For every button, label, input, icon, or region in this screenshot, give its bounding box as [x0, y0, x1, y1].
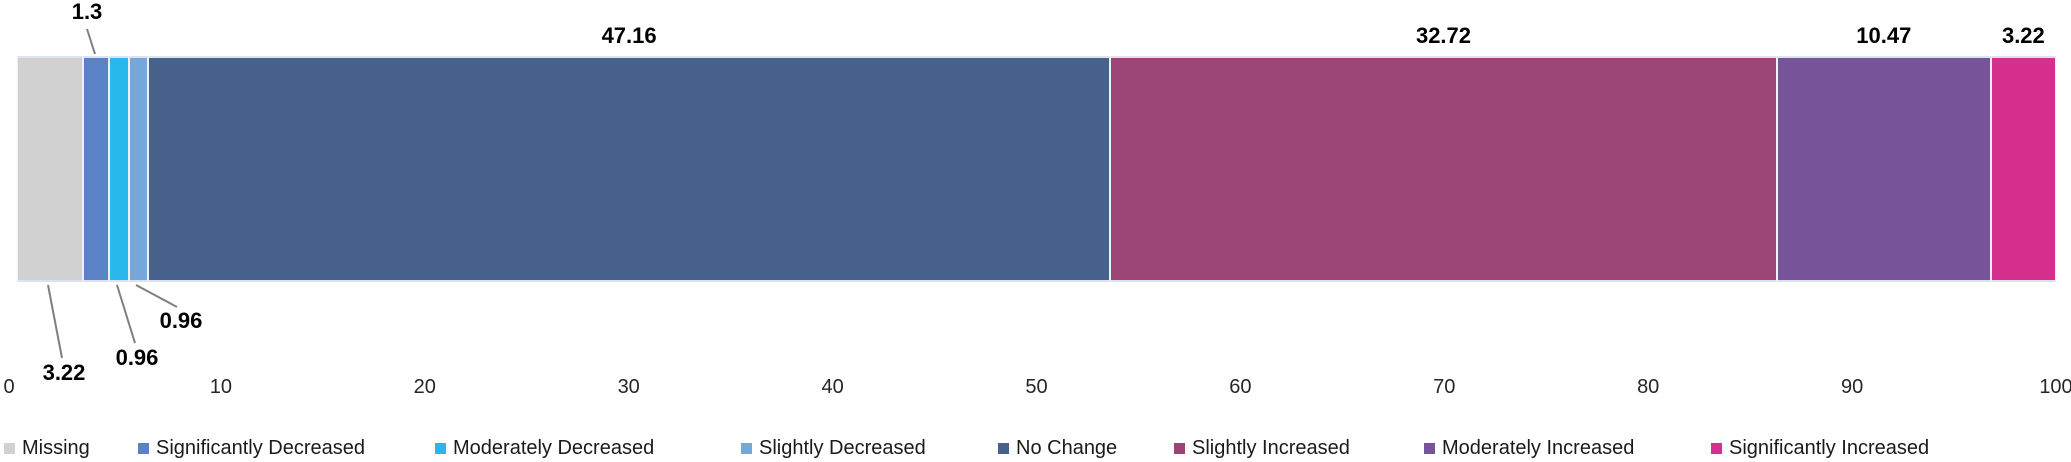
axis-tick-30: 30: [617, 376, 640, 398]
data-label-missing: 3.22: [42, 360, 86, 385]
legend-label: Significantly Increased: [1729, 437, 1930, 459]
legend-swatch-icon: [1424, 442, 1435, 454]
data-label-significantly-increased: 3.22: [2001, 23, 2045, 48]
legend-item-significantly-decreased: Significantly Decreased: [138, 437, 365, 459]
leader-line-slightly-decreased: [135, 284, 178, 308]
data-label-slightly-increased: 32.72: [1415, 23, 1472, 48]
legend-swatch-icon: [998, 442, 1009, 454]
legend-label: Moderately Increased: [1442, 437, 1635, 459]
axis-tick-20: 20: [413, 376, 436, 398]
axis-tick-80: 80: [1637, 376, 1660, 398]
axis-tick-0: 0: [3, 376, 15, 398]
data-label-no-change: 47.16: [601, 23, 657, 48]
axis-tick-60: 60: [1229, 376, 1252, 398]
bar-segment-missing: [17, 56, 83, 282]
bar-segment-moderately-increased: [1777, 56, 1991, 282]
legend-item-significantly-increased: Significantly Increased: [1711, 437, 1929, 459]
legend-item-moderately-increased: Moderately Increased: [1424, 437, 1634, 459]
legend-swatch-icon: [741, 442, 752, 454]
axis-tick-100: 100: [2039, 376, 2071, 398]
bar-segment-significantly-increased: [1990, 56, 2057, 282]
leader-line-missing: [47, 284, 63, 359]
legend-item-no-change: No Change: [998, 437, 1117, 459]
legend-label: No Change: [1016, 437, 1118, 459]
data-label-moderately-increased: 10.47: [1856, 23, 1912, 48]
bar-segment-slightly-decreased: [128, 56, 149, 282]
legend-item-slightly-decreased: Slightly Decreased: [741, 437, 926, 459]
data-label-slightly-decreased: 0.96: [159, 308, 203, 333]
axis-tick-50: 50: [1025, 376, 1048, 398]
legend-item-slightly-increased: Slightly Increased: [1174, 437, 1350, 459]
axis-tick-10: 10: [209, 376, 233, 398]
leader-line-significantly-decreased: [86, 28, 96, 55]
legend-label: Moderately Decreased: [453, 437, 655, 459]
legend-swatch-icon: [435, 442, 446, 454]
bar-segment-moderately-decreased: [109, 56, 129, 282]
legend-swatch-icon: [138, 442, 149, 454]
legend-label: Missing: [22, 437, 90, 459]
legend-label: Significantly Decreased: [156, 437, 365, 459]
legend-item-moderately-decreased: Moderately Decreased: [435, 437, 654, 459]
data-label-significantly-decreased: 1.3: [71, 0, 103, 24]
legend-label: Slightly Increased: [1192, 437, 1350, 459]
legend-swatch-icon: [4, 442, 15, 454]
legend-item-missing: Missing: [4, 437, 90, 459]
legend-swatch-icon: [1174, 442, 1185, 454]
bar-segment-significantly-decreased: [82, 56, 110, 282]
legend-swatch-icon: [1711, 442, 1722, 454]
legend-label: Slightly Decreased: [759, 437, 926, 459]
bar-segment-no-change: [148, 56, 1110, 282]
data-label-moderately-decreased: 0.96: [115, 345, 159, 370]
bar-segment-slightly-increased: [1109, 56, 1778, 282]
leader-line-moderately-decreased: [116, 284, 136, 344]
axis-tick-40: 40: [821, 376, 844, 398]
axis-tick-90: 90: [1840, 376, 1864, 398]
axis-tick-70: 70: [1433, 376, 1456, 398]
